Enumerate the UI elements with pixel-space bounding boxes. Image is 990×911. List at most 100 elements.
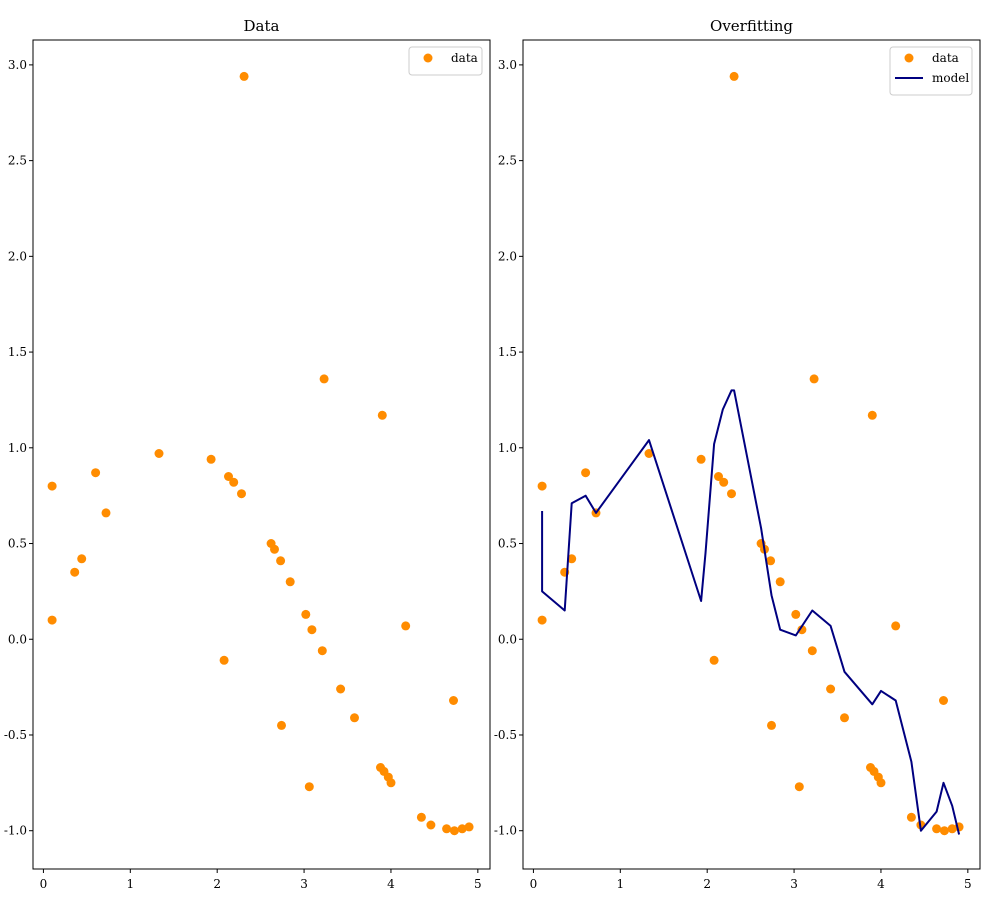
data-point	[276, 556, 286, 566]
data-point	[416, 812, 426, 822]
data-point	[237, 489, 246, 499]
x-tick-label: 2	[703, 877, 711, 891]
y-tick-label: 0.0	[8, 632, 27, 646]
y-tick-label: 1.0	[498, 441, 517, 455]
chart-panel-2: Overfitting 0 1 2 3 4 5 -1.0 -0.5 0.0 0.5 1.0 1.5 2.0…	[494, 17, 981, 891]
data-point	[449, 826, 459, 836]
chart-title: Overfitting	[710, 17, 793, 35]
data-point	[457, 824, 467, 834]
x-tick-label: 4	[387, 877, 395, 891]
data-point	[239, 71, 249, 81]
data-point	[867, 410, 877, 420]
data-point	[567, 554, 577, 564]
data-point	[807, 646, 817, 656]
y-tick-label: -0.5	[4, 728, 27, 742]
legend-marker-swatch	[904, 53, 914, 63]
data-point	[270, 544, 279, 554]
x-tick-label: 1	[616, 877, 624, 891]
legend-marker-swatch	[423, 53, 433, 63]
y-tick-label: 2.0	[498, 249, 517, 263]
data-point	[307, 625, 317, 635]
data-point	[537, 481, 547, 491]
data-point	[277, 720, 286, 730]
data-point	[906, 812, 916, 822]
y-tick-label: 3.0	[498, 58, 517, 72]
data-point	[696, 454, 706, 464]
y-tick-label: -1.0	[494, 824, 517, 838]
chart-panel-1: Data 0 1 2 3 4 5 -1.0 -0.5 0.0 0.5 1.0 1.5 2.0 2.5 3.0 d…	[4, 17, 491, 891]
data-point	[939, 696, 948, 705]
data-point	[537, 615, 547, 625]
data-point	[304, 782, 314, 792]
data-point	[449, 696, 458, 705]
data-point	[377, 410, 387, 420]
data-point	[714, 472, 723, 481]
model-line	[541, 389, 961, 835]
data-point	[336, 684, 346, 694]
y-tick-label: 1.5	[8, 345, 27, 359]
x-tick-label: 0	[40, 877, 48, 891]
data-point	[809, 374, 819, 384]
x-tick-label: 5	[474, 877, 482, 891]
y-tick-label: 0.5	[498, 537, 517, 551]
data-point	[77, 554, 87, 564]
data-point	[224, 472, 233, 481]
y-tick-label: 1.0	[8, 441, 27, 455]
data-point	[91, 468, 101, 478]
y-tick-label: -0.5	[494, 728, 517, 742]
data-point	[709, 655, 719, 665]
legend: data model	[889, 46, 973, 96]
data-point	[285, 577, 295, 587]
data-point	[442, 824, 452, 834]
data-points	[47, 71, 474, 836]
data-point	[791, 609, 801, 619]
x-tick-label: 5	[964, 877, 972, 891]
data-point	[301, 609, 311, 619]
plot-frame	[522, 39, 981, 870]
data-point	[840, 713, 849, 723]
data-point	[206, 454, 216, 464]
data-point	[775, 577, 785, 587]
x-tick-label: 4	[877, 877, 885, 891]
data-point	[939, 826, 949, 836]
legend-label: model	[932, 71, 969, 85]
plot-frame	[32, 39, 491, 870]
data-point	[826, 684, 836, 694]
legend-label: data	[932, 51, 959, 65]
data-point	[797, 625, 807, 635]
y-tick-label: 3.0	[8, 58, 27, 72]
data-point	[47, 481, 57, 491]
y-tick-label: -1.0	[4, 824, 27, 838]
data-point	[464, 822, 474, 832]
data-point	[947, 824, 957, 834]
y-tick-label: 2.5	[8, 154, 27, 168]
data-point	[876, 778, 886, 788]
y-tick-label: 2.5	[498, 154, 517, 168]
data-point	[727, 489, 736, 499]
data-point	[70, 567, 80, 577]
data-point	[719, 477, 729, 487]
data-point	[47, 615, 57, 625]
y-tick-label: 0.5	[8, 537, 27, 551]
data-point	[644, 449, 654, 458]
chart-title: Data	[244, 17, 280, 35]
data-point	[729, 71, 739, 81]
data-point	[794, 782, 804, 792]
x-tick-label: 2	[213, 877, 221, 891]
x-tick-label: 3	[790, 877, 798, 891]
x-tick-label: 3	[300, 877, 308, 891]
data-point	[350, 713, 359, 723]
y-tick-label: 0.0	[498, 632, 517, 646]
x-tick-label: 0	[530, 877, 538, 891]
data-point	[401, 621, 411, 631]
data-point	[766, 556, 776, 566]
y-tick-label: 2.0	[8, 249, 27, 263]
legend: data	[408, 46, 483, 76]
data-point	[219, 655, 229, 665]
data-point	[229, 477, 239, 487]
data-point	[319, 374, 329, 384]
y-tick-label: 1.5	[498, 345, 517, 359]
data-point	[101, 508, 111, 518]
data-point	[891, 621, 901, 631]
